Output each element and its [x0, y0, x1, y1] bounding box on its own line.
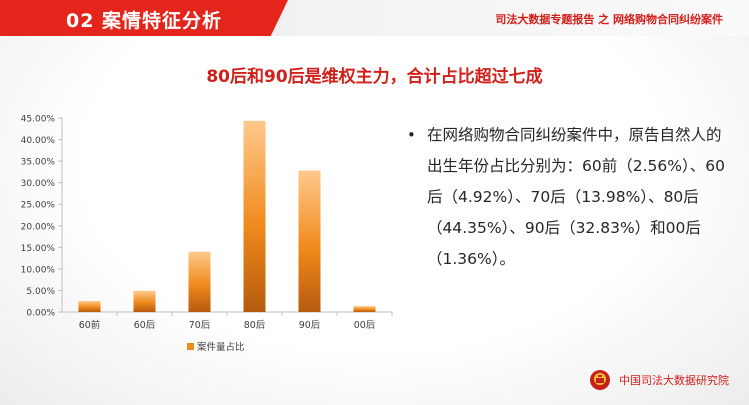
y-tick-label: 0.00%: [26, 309, 55, 319]
y-tick-label: 45.00%: [21, 115, 56, 125]
x-tick-label: 00后: [354, 320, 376, 331]
report-title: 司法大数据专题报告 之 网络购物合同纠纷案件: [495, 13, 723, 26]
x-tick-label: 70后: [189, 320, 211, 331]
y-tick-label: 10.00%: [21, 265, 56, 275]
bullet-icon: •: [407, 126, 416, 144]
section-title: 02 案情特征分析: [66, 10, 223, 32]
headline: 80后和90后是维权主力，合计占比超过七成: [206, 67, 543, 87]
bar: [353, 306, 376, 312]
section-tab: [0, 0, 288, 36]
x-tick-label: 60前: [79, 319, 101, 331]
y-tick-label: 20.00%: [21, 222, 56, 232]
legend-label: 案件量占比: [197, 341, 245, 353]
y-tick-label: 30.00%: [21, 179, 56, 189]
legend-swatch: [187, 343, 194, 350]
y-tick-label: 5.00%: [26, 287, 55, 297]
bar: [133, 290, 156, 312]
x-tick-label: 80后: [244, 320, 266, 331]
x-tick-label: 60后: [134, 320, 156, 331]
footer-brand: 中国司法大数据研究院: [589, 369, 729, 391]
bar-chart: 0.00% 5.00% 10.00% 15.00% 20.00% 25.00% 30.00%…: [0, 100, 400, 365]
description-paragraph: • 在网络购物合同纠纷案件中，原告自然人的出生年份占比分别为：60前（2.56%…: [407, 120, 727, 275]
bar-chart-svg: 0.00% 5.00% 10.00% 15.00% 20.00% 25.00% 30.00%…: [21, 115, 393, 353]
bar: [78, 300, 101, 312]
footer-org-name: 中国司法大数据研究院: [619, 374, 729, 387]
bar: [243, 120, 266, 313]
y-tick-label: 15.00%: [21, 244, 56, 254]
bar: [298, 170, 321, 312]
bar: [188, 251, 211, 312]
y-tick-label: 25.00%: [21, 201, 56, 211]
y-tick-label: 40.00%: [21, 136, 56, 146]
y-tick-label: 35.00%: [21, 158, 56, 168]
description-text: 在网络购物合同纠纷案件中，原告自然人的出生年份占比分别为：60前（2.56%）、…: [427, 126, 725, 268]
x-tick-label: 90后: [299, 320, 321, 331]
court-emblem-icon: [590, 370, 610, 390]
